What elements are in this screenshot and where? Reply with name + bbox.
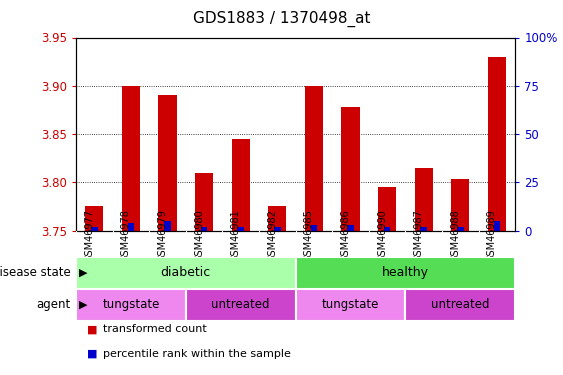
Bar bbox=[296, 289, 405, 321]
Text: ■: ■ bbox=[87, 324, 98, 334]
Bar bbox=[164, 221, 171, 231]
Bar bbox=[296, 257, 515, 289]
Text: ▶: ▶ bbox=[78, 268, 87, 278]
Text: GSM46979: GSM46979 bbox=[158, 209, 168, 262]
Text: GSM46986: GSM46986 bbox=[341, 209, 350, 262]
Text: GSM46980: GSM46980 bbox=[194, 209, 204, 262]
Text: tungstate: tungstate bbox=[322, 298, 379, 311]
Bar bbox=[457, 227, 463, 231]
Bar bbox=[347, 225, 354, 231]
Text: GSM46989: GSM46989 bbox=[487, 209, 497, 262]
Bar bbox=[201, 227, 207, 231]
Bar bbox=[231, 139, 250, 231]
Text: GSM46981: GSM46981 bbox=[231, 209, 241, 262]
Text: tungstate: tungstate bbox=[102, 298, 159, 311]
Bar bbox=[186, 289, 296, 321]
Bar bbox=[158, 96, 177, 231]
Text: healthy: healthy bbox=[382, 266, 429, 279]
Bar bbox=[238, 227, 244, 231]
Bar bbox=[494, 221, 500, 231]
Text: GSM46988: GSM46988 bbox=[450, 209, 461, 262]
Text: GSM46978: GSM46978 bbox=[121, 209, 131, 262]
Text: GSM46982: GSM46982 bbox=[267, 209, 278, 262]
Bar bbox=[414, 168, 433, 231]
Text: GSM46985: GSM46985 bbox=[304, 209, 314, 262]
Bar bbox=[421, 227, 427, 231]
Bar bbox=[128, 223, 134, 231]
Text: untreated: untreated bbox=[431, 298, 489, 311]
Text: diabetic: diabetic bbox=[160, 266, 211, 279]
Bar bbox=[305, 86, 323, 231]
Bar bbox=[341, 107, 360, 231]
Bar bbox=[451, 180, 470, 231]
Text: GSM46990: GSM46990 bbox=[377, 209, 387, 262]
Text: GSM46987: GSM46987 bbox=[414, 209, 424, 262]
Text: ▶: ▶ bbox=[78, 300, 87, 310]
Bar bbox=[274, 227, 280, 231]
Bar bbox=[76, 289, 186, 321]
Bar bbox=[384, 227, 390, 231]
Text: untreated: untreated bbox=[212, 298, 270, 311]
Bar bbox=[405, 289, 515, 321]
Bar bbox=[268, 207, 287, 231]
Text: GSM46977: GSM46977 bbox=[84, 209, 95, 262]
Bar bbox=[122, 86, 140, 231]
Bar bbox=[378, 187, 396, 231]
Bar bbox=[85, 207, 104, 231]
Bar bbox=[311, 225, 317, 231]
Bar bbox=[76, 257, 296, 289]
Text: transformed count: transformed count bbox=[103, 324, 207, 334]
Text: disease state: disease state bbox=[0, 266, 70, 279]
Text: agent: agent bbox=[36, 298, 70, 311]
Bar bbox=[195, 172, 213, 231]
Text: ■: ■ bbox=[87, 349, 98, 359]
Text: GDS1883 / 1370498_at: GDS1883 / 1370498_at bbox=[193, 11, 370, 27]
Bar bbox=[91, 227, 97, 231]
Bar bbox=[488, 57, 506, 231]
Text: percentile rank within the sample: percentile rank within the sample bbox=[103, 349, 291, 359]
